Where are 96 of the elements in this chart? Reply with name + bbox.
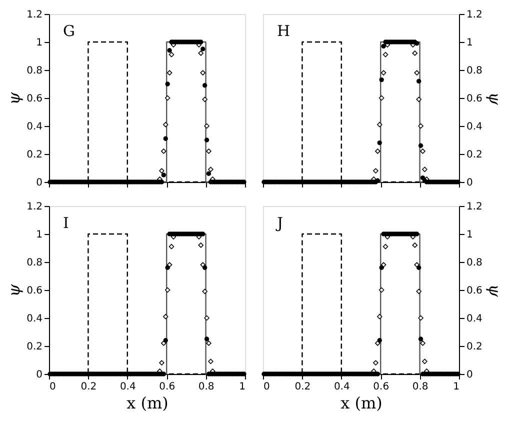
point bbox=[159, 360, 164, 366]
point bbox=[418, 123, 424, 129]
point bbox=[414, 262, 420, 268]
point bbox=[200, 262, 206, 268]
point bbox=[198, 50, 204, 56]
y2-axis-title: ψ bbox=[485, 284, 504, 298]
point bbox=[208, 358, 214, 364]
x-tick-label: 0.4 bbox=[120, 382, 136, 392]
y2-axis-title: ψ bbox=[485, 92, 504, 106]
point bbox=[168, 244, 174, 250]
point bbox=[412, 242, 418, 248]
point bbox=[202, 288, 208, 294]
y-tick-label: 1.2 bbox=[26, 202, 42, 212]
point bbox=[378, 287, 384, 293]
point bbox=[204, 315, 210, 321]
x-tick-label: 0.6 bbox=[159, 382, 176, 392]
point bbox=[161, 148, 166, 154]
point bbox=[416, 288, 422, 294]
point bbox=[412, 50, 418, 56]
y-tick-label: 0.8 bbox=[26, 66, 42, 76]
point bbox=[422, 166, 428, 172]
point bbox=[200, 70, 206, 76]
x-tick-label: 1 bbox=[453, 382, 460, 392]
y2-tick-label: 0.8 bbox=[466, 258, 482, 268]
y-tick-label: 0.6 bbox=[26, 94, 42, 104]
point bbox=[206, 148, 212, 154]
x-tick-label: 0.2 bbox=[294, 382, 311, 392]
point bbox=[420, 340, 426, 346]
point bbox=[416, 96, 422, 102]
x-tick-label: 0.8 bbox=[198, 382, 214, 392]
y-tick-label: 1.2 bbox=[26, 10, 42, 20]
point bbox=[373, 360, 378, 366]
point bbox=[376, 122, 382, 128]
point bbox=[159, 168, 164, 174]
x-axis-title: x (m) bbox=[126, 394, 168, 412]
point bbox=[168, 52, 174, 58]
point bbox=[382, 244, 388, 250]
y-tick-label: 0 bbox=[36, 178, 42, 188]
y-tick-label: 0 bbox=[36, 370, 42, 380]
point bbox=[162, 314, 168, 320]
point bbox=[202, 96, 208, 102]
y-axis-title: ψ bbox=[4, 284, 24, 297]
point bbox=[162, 122, 168, 128]
y2-tick-label: 1 bbox=[466, 38, 473, 48]
x-tick-label: 1 bbox=[239, 382, 246, 392]
y-tick-label: 0.4 bbox=[26, 314, 42, 324]
x-tick-label: 0 bbox=[264, 382, 270, 392]
point bbox=[380, 262, 386, 268]
point bbox=[206, 340, 212, 346]
point bbox=[164, 287, 170, 293]
x-tick-label: 0.2 bbox=[80, 382, 97, 392]
annotation: G bbox=[63, 22, 75, 40]
y2-tick-label: 0.4 bbox=[466, 314, 482, 324]
x-axis-title: x (m) bbox=[340, 394, 382, 412]
y-axis-title: ψ bbox=[4, 92, 24, 105]
y2-tick-label: 0.6 bbox=[466, 94, 482, 104]
point bbox=[422, 358, 428, 364]
y-tick-label: 0.6 bbox=[26, 286, 42, 296]
point bbox=[378, 95, 384, 101]
x-tick-label: 0.4 bbox=[334, 382, 350, 392]
point bbox=[376, 314, 382, 320]
y-tick-label: 1 bbox=[36, 230, 42, 240]
y2-tick-label: 1.2 bbox=[466, 10, 482, 20]
y2-tick-label: 0 bbox=[466, 370, 473, 380]
point bbox=[420, 148, 426, 154]
y2-tick-label: 1 bbox=[466, 230, 473, 240]
point bbox=[198, 242, 204, 248]
y2-tick-label: 0.4 bbox=[466, 122, 482, 132]
point bbox=[166, 70, 172, 76]
point bbox=[382, 52, 388, 58]
y-tick-label: 1 bbox=[36, 38, 42, 48]
point bbox=[373, 168, 378, 174]
point bbox=[380, 70, 386, 76]
point bbox=[375, 148, 380, 154]
y2-tick-label: 1.2 bbox=[466, 202, 482, 212]
y-tick-label: 0.8 bbox=[26, 258, 42, 268]
annotation: H bbox=[277, 22, 290, 40]
y2-tick-label: 0.2 bbox=[466, 150, 482, 160]
annotation: I bbox=[63, 214, 69, 232]
y2-tick-label: 0 bbox=[466, 178, 473, 188]
x-tick-label: 0.8 bbox=[412, 382, 428, 392]
point bbox=[204, 123, 210, 129]
y-tick-label: 0.2 bbox=[26, 342, 42, 352]
x-tick-label: 0.6 bbox=[373, 382, 390, 392]
y2-tick-label: 0.6 bbox=[466, 286, 482, 296]
point bbox=[414, 70, 420, 76]
y-tick-label: 0.4 bbox=[26, 122, 42, 132]
annotation: J bbox=[275, 214, 284, 232]
point bbox=[208, 166, 214, 172]
y2-tick-label: 0.8 bbox=[466, 66, 482, 76]
x-tick-label: 0 bbox=[50, 382, 56, 392]
point bbox=[166, 262, 172, 268]
y-tick-label: 0.2 bbox=[26, 150, 42, 160]
point bbox=[418, 315, 424, 321]
point bbox=[164, 95, 170, 101]
y2-tick-label: 0.2 bbox=[466, 342, 482, 352]
